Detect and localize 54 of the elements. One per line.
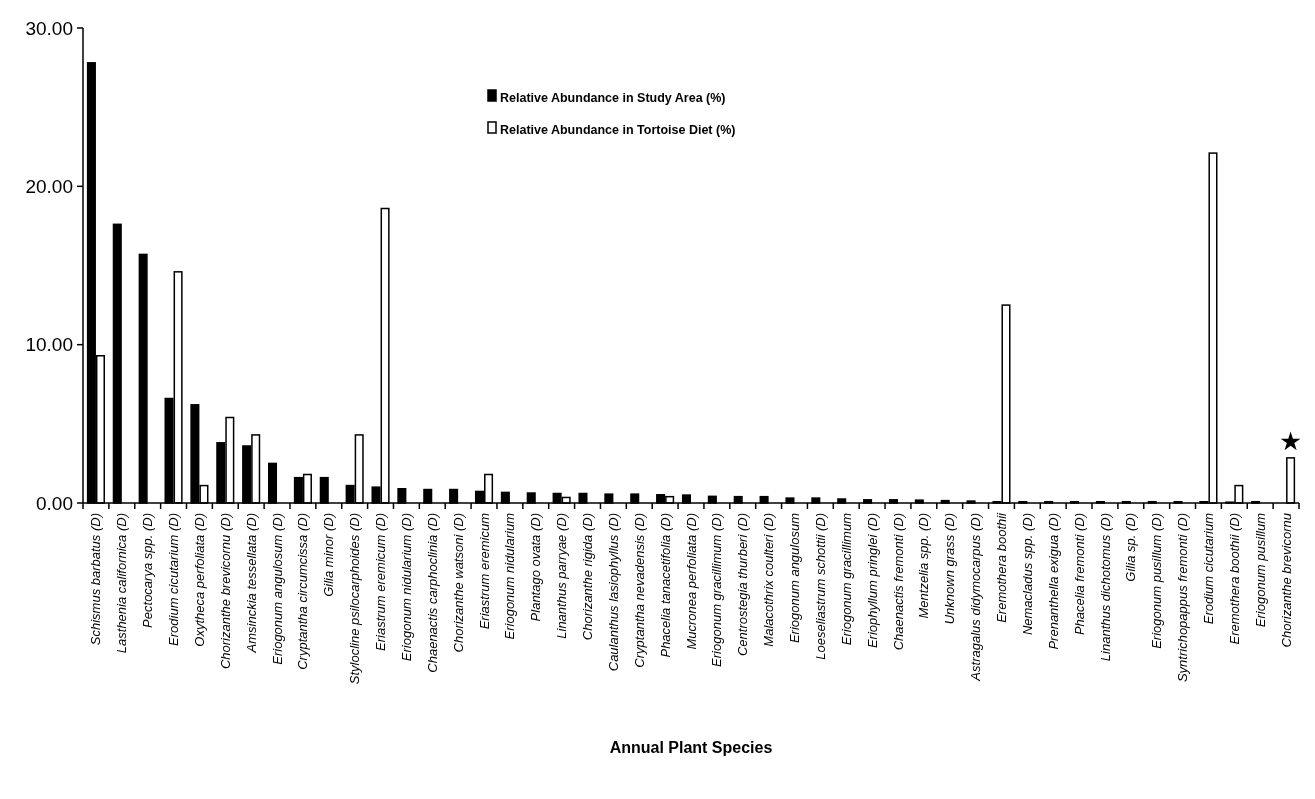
x-tick-label: Eriogonum gracillimum (D) — [709, 513, 725, 667]
x-tick-label: Eriogonum nidularium — [502, 512, 518, 640]
x-tick-label: Eriogonum gracillimum — [838, 512, 854, 646]
x-tick-label: Mentzelia spp. (D) — [916, 513, 932, 619]
x-tick-label: Linanthus parryae (D) — [554, 513, 570, 639]
x-tick-label: Eriophyllum pringlei (D) — [864, 513, 880, 649]
x-tick-label: Amsinckia tessellata (D) — [243, 513, 259, 654]
x-tick-label: Stylocline psilocarphoides (D) — [347, 513, 363, 685]
y-tick-label: 0.00 — [36, 492, 73, 514]
y-tick-label: 20.00 — [25, 175, 73, 197]
x-tick-label: Loeseliastrum schottii (D) — [812, 513, 828, 660]
x-tick-label: Linanthus dichotomus (D) — [1097, 513, 1113, 662]
x-tick-label: Plantago ovata (D) — [528, 513, 544, 622]
x-tick-label: Eriastrum eremicum (D) — [373, 513, 389, 651]
x-tick-label: Gilia sp. (D) — [1123, 513, 1139, 582]
x-tick-label: Phacelia fremonti (D) — [1071, 513, 1087, 636]
x-tick-label: Astragalus didymocarpus (D) — [968, 513, 984, 682]
x-tick-label: Eremothera boothii — [994, 511, 1010, 623]
x-tick-label: Gilia minor (D) — [321, 513, 337, 597]
x-tick-label: Centrostegia thurberi (D) — [735, 513, 751, 657]
x-tick-label: Eriogonum angulosum (D) — [269, 513, 285, 665]
x-tick-label: Erodium cicutarium — [1201, 512, 1216, 625]
x-tick-label: Pectocarya spp. (D) — [140, 513, 156, 628]
x-tick-label: Eriogonum angulosum — [787, 512, 803, 644]
x-tick-label: Caulanthus lasiophyllus (D) — [605, 513, 621, 672]
x-tick-label: Chorizanthe brevicornu (D) — [217, 513, 233, 670]
y-tick-label: 30.00 — [25, 17, 73, 39]
x-tick-label: Syntrichopappus fremonti (D) — [1175, 513, 1191, 683]
x-tick-label: Phacelia tanacetifolia (D) — [657, 513, 673, 658]
x-tick-label: Eriogonum pusillum (D) — [1149, 513, 1165, 649]
x-tick-label: Eriastrum eremicum — [476, 512, 492, 630]
x-tick-label: Chorizanthe watsoni (D) — [450, 513, 466, 653]
x-tick-label: Malacothrix coulteri (D) — [761, 513, 777, 647]
x-tick-label: Chorizanthe rigida (D) — [580, 513, 596, 641]
x-tick-label: Chorizanthe brevicornu — [1278, 513, 1294, 648]
x-tick-label: Mucronea perfoliata (D) — [683, 513, 699, 650]
x-tick-label: Cryptantha nevadensis (D) — [631, 513, 647, 668]
y-tick-label: 10.00 — [25, 334, 73, 356]
x-tick-label: Chaenactis fremonti (D) — [890, 513, 906, 651]
x-tick-label: Lasthenia californica (D) — [114, 513, 130, 654]
x-tick-label: Chaenactis carphoclinia (D) — [424, 513, 440, 673]
x-tick-label: Eremothera boothii (D) — [1226, 513, 1242, 645]
legend-label: Relative Abundance in Study Area (%) — [500, 90, 726, 105]
x-tick-label: Prenanthella exigua (D) — [1045, 513, 1061, 650]
x-tick-label: Eriogonum nidularium (D) — [398, 513, 414, 662]
x-tick-label: Eriogonum pusillum — [1252, 512, 1268, 628]
x-tick-label: Oxytheca perfoliata (D) — [191, 513, 207, 647]
x-tick-label: Cryptantha circumcissa (D) — [295, 513, 311, 670]
x-tick-label: Erodium cicutarium (D) — [166, 513, 182, 646]
x-tick-label: Schismus barbatus (D) — [88, 513, 104, 646]
legend-label: Relative Abundance in Tortoise Diet (%) — [500, 122, 736, 137]
x-axis-title: Annual Plant Species — [609, 739, 773, 756]
x-tick-label: Nemacladus spp. (D) — [1019, 513, 1035, 636]
x-tick-label: Unknown grass (D) — [942, 513, 958, 625]
